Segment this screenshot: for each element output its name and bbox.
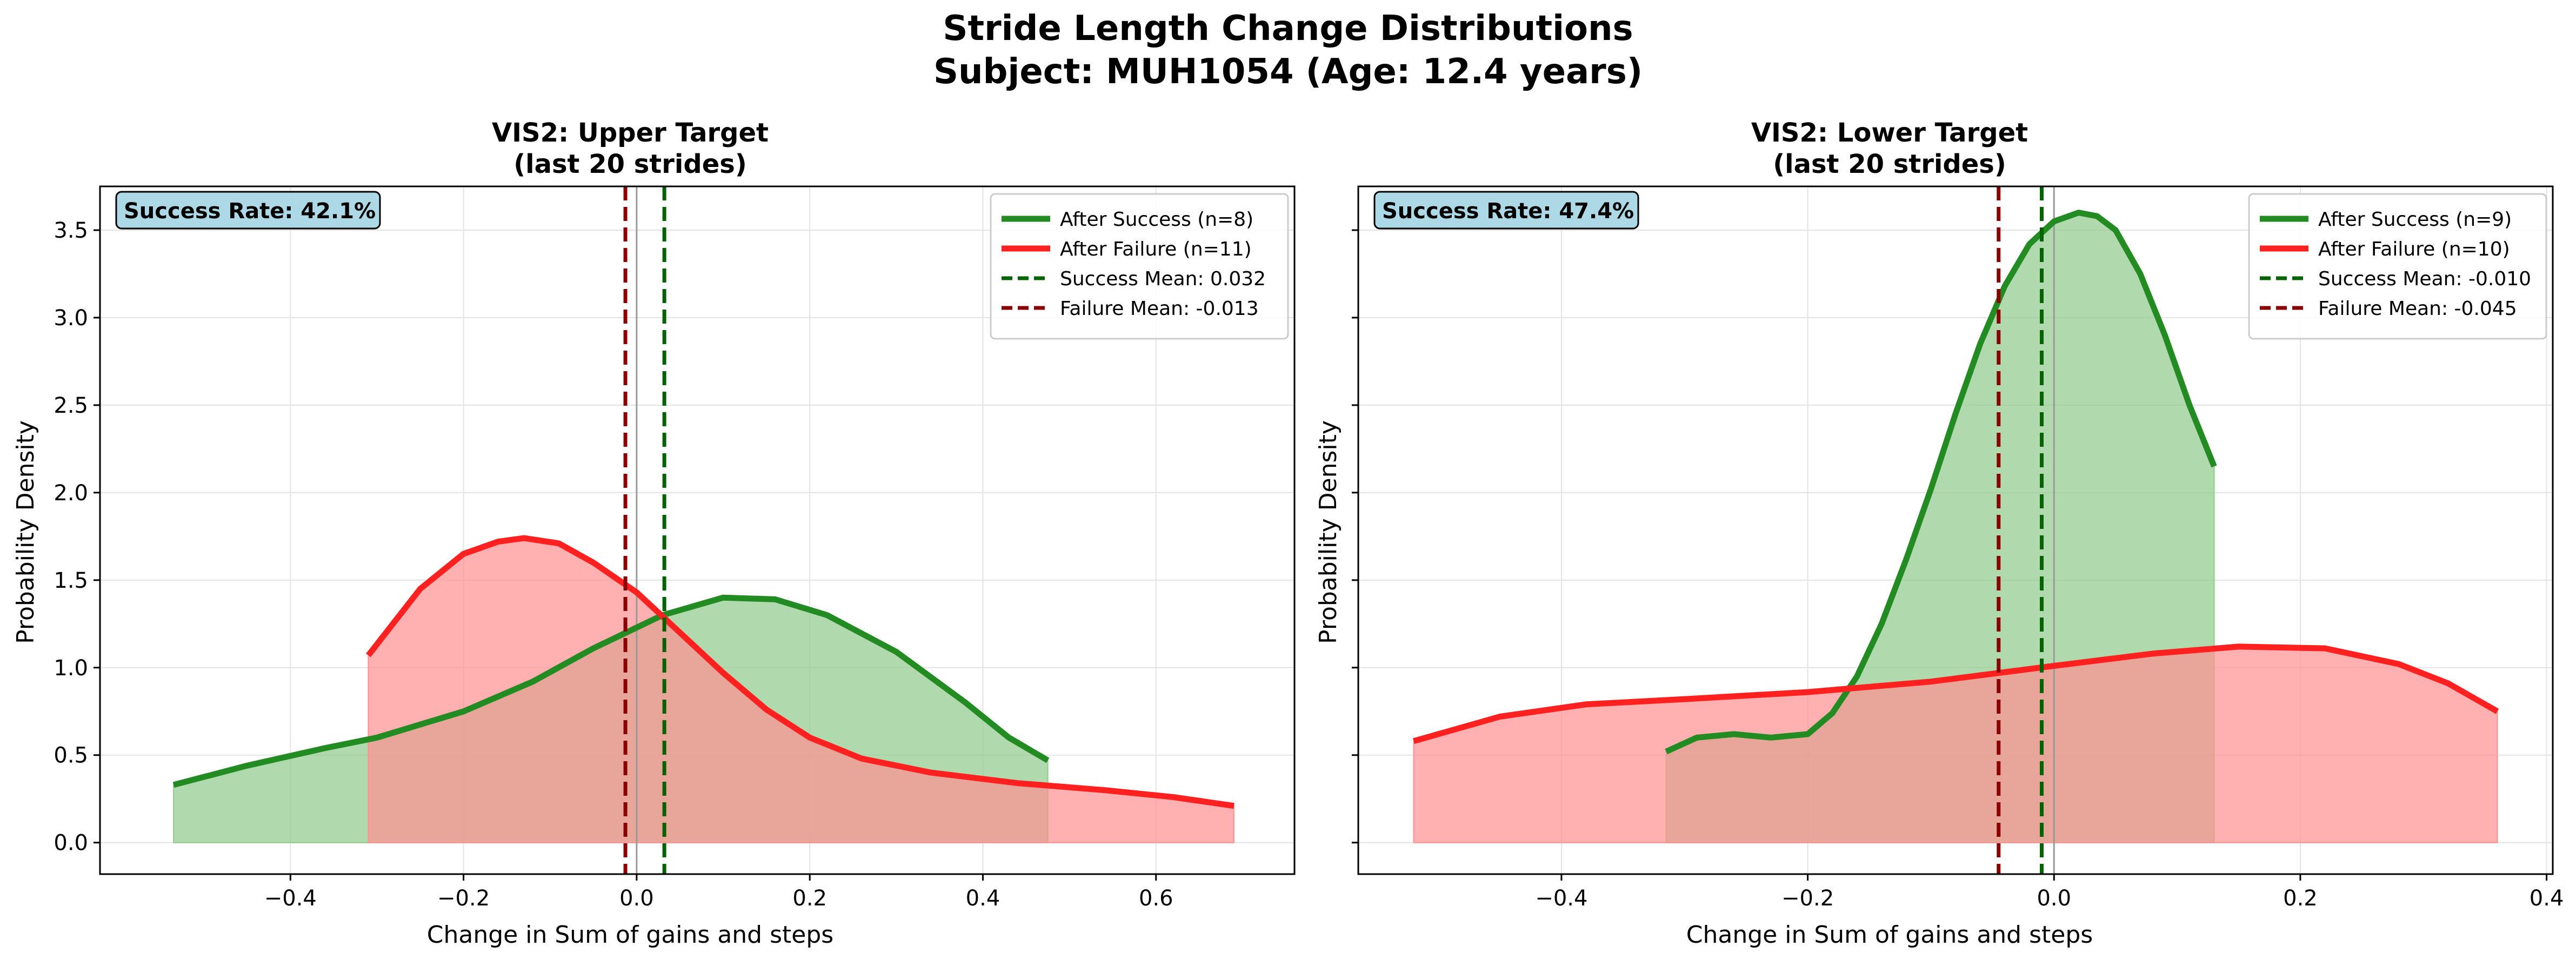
panel-lower-target: VIS2: Lower Target (last 20 strides) Cha… bbox=[1314, 118, 2564, 949]
legend-box bbox=[990, 193, 1289, 340]
failure-density-line bbox=[366, 535, 1234, 809]
plot-area bbox=[172, 186, 1234, 874]
x-tick-label: 0.4 bbox=[966, 886, 1000, 911]
x-tick-label: −0.4 bbox=[264, 886, 317, 911]
x-axis-label: Change in Sum of gains and steps bbox=[427, 921, 833, 949]
failure-density-line bbox=[1412, 643, 2499, 744]
success-rate-badge bbox=[1373, 191, 1639, 230]
legend: After Success (n=9) After Failure (n=10) S… bbox=[2248, 193, 2547, 340]
panel-subtitle: (last 20 strides) bbox=[1773, 149, 2006, 179]
y-tick-label: 0.0 bbox=[54, 831, 88, 856]
legend-label: After Failure (n=10) bbox=[2318, 238, 2510, 260]
legend-label: Failure Mean: -0.045 bbox=[2318, 298, 2517, 320]
y-tick-label: 0.5 bbox=[54, 743, 88, 768]
x-tick-label: 0.0 bbox=[619, 886, 654, 911]
panel-upper-target: VIS2: Upper Target (last 20 strides) Cha… bbox=[12, 118, 1296, 949]
success-rate-text: Success Rate: 47.4% bbox=[1382, 199, 1634, 224]
legend-box bbox=[2248, 193, 2547, 340]
panel-title: VIS2: Upper Target bbox=[492, 118, 769, 148]
legend-label: After Success (n=9) bbox=[2318, 209, 2512, 231]
legend-label: Success Mean: 0.032 bbox=[1060, 268, 1266, 290]
legend-label: Failure Mean: -0.013 bbox=[1060, 298, 1259, 320]
y-tick-label: 2.5 bbox=[54, 393, 88, 418]
x-tick-label: −0.2 bbox=[1781, 886, 1834, 911]
x-tick-label: −0.2 bbox=[437, 886, 490, 911]
y-tick-label: 1.5 bbox=[54, 568, 88, 593]
plot-area bbox=[1412, 186, 2499, 874]
y-tick-label: 3.0 bbox=[54, 306, 88, 331]
success-rate-text: Success Rate: 42.1% bbox=[124, 199, 376, 224]
y-tick-label: 1.0 bbox=[54, 656, 88, 681]
success-rate-badge bbox=[115, 191, 381, 230]
x-tick-label: 0.6 bbox=[1139, 886, 1173, 911]
legend-label: Success Mean: -0.010 bbox=[2318, 268, 2531, 290]
y-tick-label: 3.5 bbox=[54, 218, 88, 243]
panel-title: VIS2: Lower Target bbox=[1751, 118, 2028, 148]
axes-frame bbox=[99, 185, 1296, 875]
y-axis-label: Probability Density bbox=[1314, 420, 1342, 644]
x-tick-label: 0.2 bbox=[2283, 886, 2318, 911]
x-tick-label: 0.4 bbox=[2530, 886, 2564, 911]
legend: After Success (n=8) After Failure (n=11) S… bbox=[990, 193, 1289, 340]
y-axis-label: Probability Density bbox=[12, 420, 39, 644]
x-tick-label: 0.2 bbox=[792, 886, 827, 911]
legend-label: After Failure (n=11) bbox=[1060, 238, 1252, 260]
x-axis-label: Change in Sum of gains and steps bbox=[1686, 921, 2093, 949]
x-tick-label: 0.0 bbox=[2037, 886, 2071, 911]
y-tick-label: 2.0 bbox=[54, 481, 88, 506]
success-density-line bbox=[1665, 210, 2217, 755]
legend-label: After Success (n=8) bbox=[1060, 209, 1253, 231]
figure-title: Stride Length Change Distributions bbox=[943, 9, 1633, 49]
x-tick-label: −0.4 bbox=[1535, 886, 1587, 911]
axes-frame bbox=[1357, 185, 2554, 875]
figure-subtitle: Subject: MUH1054 (Age: 12.4 years) bbox=[933, 52, 1643, 92]
panel-subtitle: (last 20 strides) bbox=[513, 149, 747, 179]
